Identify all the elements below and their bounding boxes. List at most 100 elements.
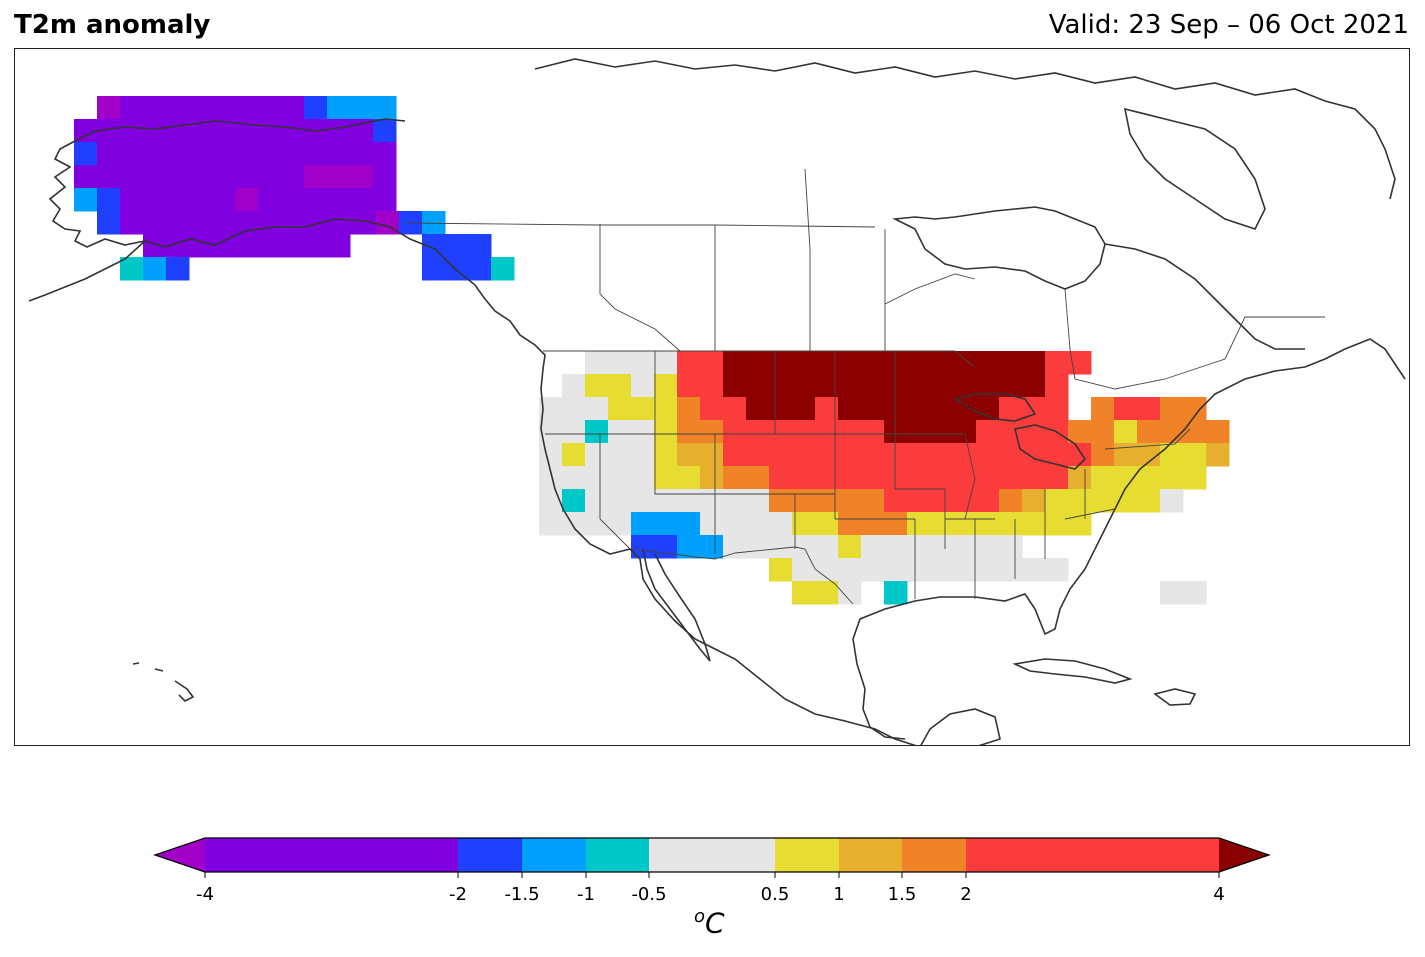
anomaly-cell: [235, 142, 259, 166]
anomaly-cell: [884, 397, 908, 421]
anomaly-cell: [976, 374, 1000, 398]
anomaly-cell: [792, 420, 816, 444]
anomaly-cell: [143, 119, 167, 143]
anomaly-cell: [166, 257, 190, 281]
anomaly-cell: [976, 489, 1000, 513]
anomaly-cell: [1160, 397, 1184, 421]
anomaly-cell: [97, 165, 121, 189]
anomaly-cell: [1068, 489, 1092, 513]
anomaly-cell: [1068, 443, 1092, 467]
anomaly-cell: [212, 119, 236, 143]
anomaly-cell: [373, 165, 397, 189]
anomaly-cell: [631, 489, 655, 513]
anomaly-cell: [746, 512, 770, 536]
anomaly-cell: [999, 466, 1023, 490]
anomaly-cell: [1091, 420, 1115, 444]
colorbar-bin: [902, 838, 966, 872]
anomaly-cell: [700, 489, 724, 513]
anomaly-cell: [930, 512, 954, 536]
anomaly-cell: [491, 257, 515, 281]
anomaly-cell: [677, 420, 701, 444]
political-borders: [404, 168, 1325, 605]
anomaly-map: [14, 48, 1410, 746]
anomaly-cell: [677, 489, 701, 513]
anomaly-cell: [258, 119, 282, 143]
anomaly-cell: [815, 420, 839, 444]
anomaly-cell: [861, 512, 885, 536]
anomaly-cell: [585, 443, 609, 467]
anomaly-cell: [953, 374, 977, 398]
anomaly-cell: [976, 397, 1000, 421]
anomaly-cell: [953, 489, 977, 513]
gulf-west: [862, 688, 906, 740]
anomaly-cell: [304, 165, 328, 189]
anomaly-cell: [677, 512, 701, 536]
anomaly-cell: [746, 374, 770, 398]
anomaly-cell: [792, 443, 816, 467]
anomaly-cell: [1045, 512, 1069, 536]
anomaly-cell: [861, 420, 885, 444]
great-lakes: [952, 393, 1087, 470]
anomaly-cell: [143, 211, 167, 235]
anomaly-cell: [999, 512, 1023, 536]
anomaly-cell: [235, 211, 259, 235]
anomaly-cell: [815, 489, 839, 513]
anomaly-cell: [585, 466, 609, 490]
anomaly-cell: [120, 142, 144, 166]
anomaly-cell: [373, 119, 397, 143]
anomaly-cell: [631, 374, 655, 398]
anomaly-cell: [884, 351, 908, 375]
anomaly-cell: [723, 512, 747, 536]
anomaly-cell: [281, 119, 305, 143]
anomaly-cell: [792, 351, 816, 375]
anomaly-cell: [166, 234, 190, 258]
anomaly-cell: [907, 420, 931, 444]
colorbar-tick-label: -2: [449, 884, 467, 905]
anomaly-cell: [930, 420, 954, 444]
anomaly-cell: [585, 512, 609, 536]
colorbar: [153, 837, 1271, 878]
anomaly-cell: [631, 466, 655, 490]
anomaly-cell: [166, 211, 190, 235]
anomaly-cell: [608, 512, 632, 536]
anomaly-cell: [1137, 489, 1161, 513]
anomaly-cell: [1045, 351, 1069, 375]
anomaly-cell: [746, 397, 770, 421]
anomaly-cell: [350, 211, 374, 235]
anomaly-cell: [746, 443, 770, 467]
anomaly-cell: [1160, 489, 1184, 513]
anomaly-cell: [562, 420, 586, 444]
anomaly-cell: [907, 489, 931, 513]
anomaly-cell: [189, 96, 213, 120]
anomaly-cell: [350, 165, 374, 189]
anomaly-cell: [746, 420, 770, 444]
anomaly-cell: [999, 351, 1023, 375]
anomaly-cell: [654, 351, 678, 375]
colorbar-tick-label: -0.5: [631, 884, 667, 905]
anomaly-cell: [907, 374, 931, 398]
anomaly-cell: [189, 234, 213, 258]
colorbar-bin: [839, 838, 902, 872]
anomaly-cell: [631, 443, 655, 467]
colorbar-bin: [966, 838, 1219, 872]
anomaly-cell: [304, 211, 328, 235]
anomaly-cell: [143, 234, 167, 258]
anomaly-cell: [1160, 466, 1184, 490]
anomaly-cell: [838, 512, 862, 536]
anomaly-cell: [1022, 489, 1046, 513]
anomaly-cell: [1114, 489, 1138, 513]
anomaly-cell: [258, 211, 282, 235]
anomaly-cell: [907, 397, 931, 421]
anomaly-cell: [1091, 397, 1115, 421]
anomaly-cell: [976, 466, 1000, 490]
anomaly-cell: [1183, 581, 1207, 605]
anomaly-cell: [907, 558, 931, 582]
anomaly-cell: [1045, 489, 1069, 513]
anomaly-cell: [1022, 443, 1046, 467]
anomaly-cell: [838, 374, 862, 398]
anomaly-cell: [838, 466, 862, 490]
anomaly-cell: [884, 535, 908, 559]
anomaly-cell: [976, 512, 1000, 536]
anomaly-cell: [861, 535, 885, 559]
anomaly-cell: [654, 512, 678, 536]
